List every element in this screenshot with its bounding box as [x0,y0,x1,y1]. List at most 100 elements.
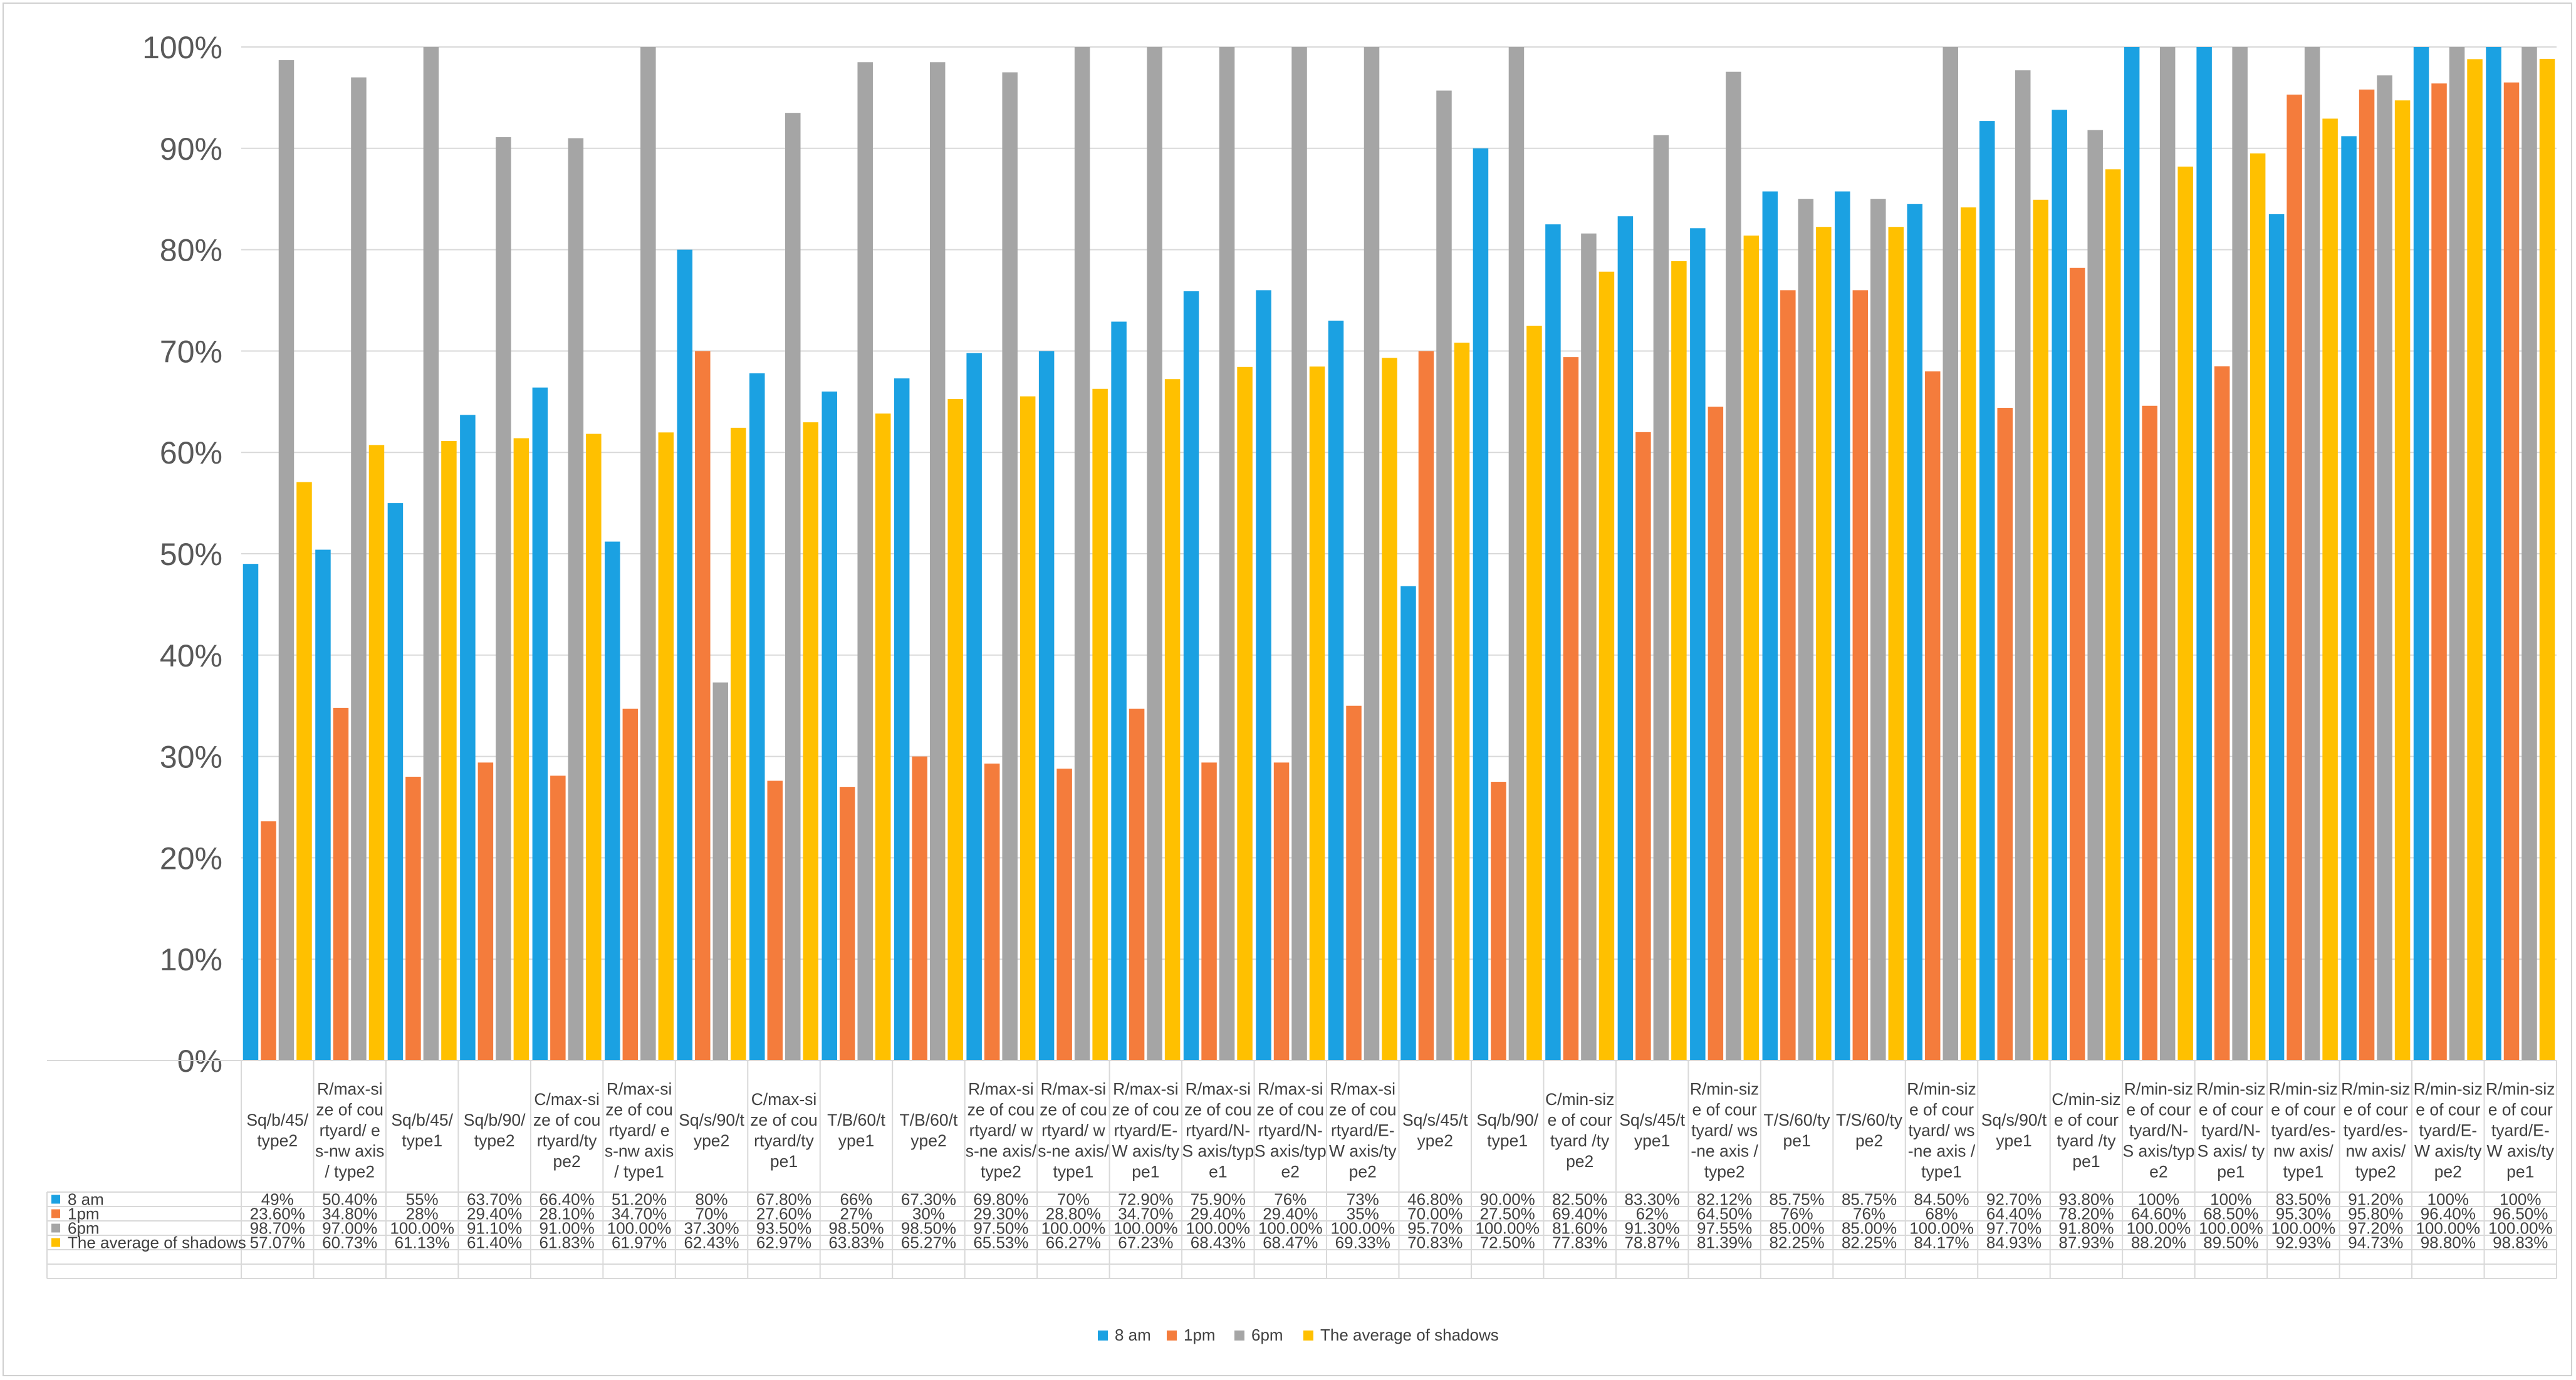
category-label: e of cour [2344,1101,2408,1119]
category-label: R/min-siz [2269,1080,2338,1099]
bar [1617,216,1634,1061]
category-label: nw axis/ [2273,1142,2334,1161]
category-label: ype1 [1996,1131,2031,1150]
bar [1491,782,1506,1061]
bar [2124,47,2140,1061]
data-label: 28.80% [1046,1205,1101,1223]
category-label: rtyard/E- [1114,1121,1178,1140]
data-label: 100.00% [1909,1219,1974,1238]
data-label: 46.80% [1407,1190,1463,1209]
bar [368,445,385,1061]
bar [821,392,837,1061]
data-label: 28% [406,1205,439,1223]
data-label: 69.80% [973,1190,1028,1209]
bar [2431,83,2447,1061]
bar [1364,47,1380,1061]
bar [2467,59,2483,1061]
category-label: tyard/E- [2419,1121,2477,1140]
data-label: 29.40% [1191,1205,1246,1223]
bar [2052,110,2067,1061]
series-name: 6pm [68,1219,100,1238]
category-label: pe2 [1349,1163,1377,1181]
series-name: 8 am [68,1190,104,1209]
bar [894,378,910,1061]
category-label: R/max-si [1186,1080,1251,1099]
data-label: 100% [2427,1190,2469,1209]
category-label: R/max-si [968,1080,1034,1099]
data-label: 98.70% [250,1219,305,1238]
data-label: 98.50% [828,1219,884,1238]
data-label: 81.39% [1697,1233,1752,1252]
category-label: Sq/b/90/ [464,1111,526,1129]
data-label: 96.50% [2493,1205,2548,1223]
y-tick-label: 40% [160,638,222,673]
bar [1726,71,1741,1061]
category-label: pe1 [2217,1163,2245,1181]
legend-key [1167,1331,1177,1341]
data-label: 62% [1636,1205,1669,1223]
bar [1888,227,1904,1061]
category-label: S axis/typ [2122,1142,2194,1161]
data-label: 84.93% [1986,1233,2042,1252]
bar [1508,47,1525,1061]
category-label: e2 [1281,1163,1300,1181]
category-label: type2 [474,1131,515,1150]
bar [1111,321,1127,1061]
bar [496,137,511,1061]
data-label: 55% [406,1190,439,1209]
bar [1328,320,1344,1061]
bar [2214,366,2230,1061]
category-label: S axis/ ty [2198,1142,2265,1161]
bar [2341,136,2357,1061]
category-label: rtyard/N- [1258,1121,1323,1140]
data-label: 70.00% [1407,1205,1463,1223]
category-label: tyard/N- [2129,1121,2188,1140]
category-label: tyard/ ws [1909,1121,1975,1140]
data-label: 78.87% [1625,1233,1680,1252]
bar [2503,82,2520,1061]
bar [1291,47,1307,1061]
category-label: ze of cou [967,1101,1035,1119]
data-label: 50.40% [322,1190,377,1209]
bar [2196,47,2212,1061]
bar [1835,191,1850,1061]
data-label: 62.43% [684,1233,739,1252]
bar [1581,233,1597,1061]
data-label: 100% [2210,1190,2252,1209]
bar [1164,379,1181,1061]
category-label: tyard/E- [2491,1121,2550,1140]
bar [2087,130,2103,1061]
y-tick-label: 20% [160,841,222,876]
bar [351,77,367,1061]
data-label: 95.30% [2276,1205,2331,1223]
bar [731,427,746,1061]
data-label: 69.40% [1552,1205,1607,1223]
bar [477,762,494,1061]
bar [1038,351,1055,1061]
data-label: 70% [696,1205,728,1223]
data-label: 51.20% [612,1190,667,1209]
data-label: 66.40% [540,1190,595,1209]
bar [1635,432,1651,1061]
bar [966,353,982,1061]
data-label: 27% [840,1205,872,1223]
category-label: R/max-si [607,1080,672,1099]
bar [568,138,584,1061]
data-label: 76% [1274,1190,1306,1209]
data-label: 67.23% [1118,1233,1173,1252]
bar [1961,207,1976,1061]
y-tick-label: 80% [160,233,222,268]
data-label: 65.53% [973,1233,1028,1252]
bar [1400,586,1416,1061]
bar [2521,47,2537,1061]
category-label: e2 [2149,1163,2167,1181]
category-label: S axis/typ [1182,1142,1254,1161]
category-label: ze of cou [750,1111,818,1129]
data-label: 100.00% [390,1219,454,1238]
bar [2287,95,2302,1061]
bar [1762,191,1778,1061]
series-name: The average of shadows [68,1233,246,1252]
data-label: 66.27% [1046,1233,1101,1252]
category-label: -ne axis / [1908,1142,1976,1161]
